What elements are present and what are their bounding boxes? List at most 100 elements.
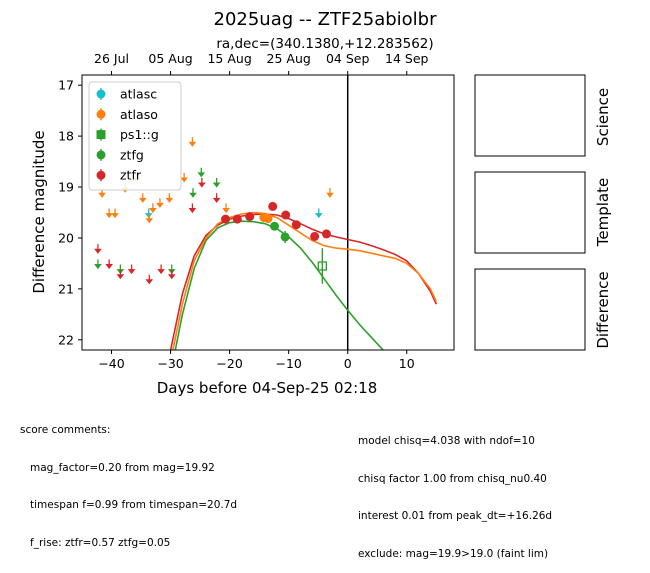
upper-limit-marker (111, 208, 119, 219)
y-tick-label: 21 (58, 281, 74, 296)
data-point (321, 229, 331, 239)
x-tick-label: −40 (98, 356, 124, 371)
legend-label: ztfr (120, 168, 142, 183)
y-tick-label: 20 (58, 230, 74, 245)
top-tick-label: 15 Aug (207, 51, 251, 66)
plot-area: −40 −30 −20 −10 0 10 17 18 19 20 21 22 26 Jul 05 Aug 1… (58, 51, 438, 371)
legend-marker (96, 170, 106, 180)
x-tick-label: 10 (399, 356, 415, 371)
y-tick-label: 17 (58, 78, 74, 93)
upper-limit-marker (156, 198, 164, 208)
upper-limit-marker (94, 244, 102, 254)
legend-item: atlasc (96, 87, 157, 102)
legend-marker (96, 130, 106, 140)
data-point (310, 231, 320, 241)
y-tick-label: 19 (58, 180, 74, 195)
upper-limit-marker (189, 188, 197, 198)
upper-limit-marker (314, 208, 323, 219)
side-panel-difference: Difference (474, 268, 612, 351)
legend-box (88, 81, 182, 191)
x-tick-label: −30 (157, 356, 183, 371)
upper-limit-head (156, 202, 164, 208)
upper-limit-marker (198, 177, 206, 188)
legend-item: atlaso (96, 107, 158, 122)
data-point (220, 214, 230, 224)
upper-limit-marker (197, 167, 206, 178)
plot-clipped (94, 75, 438, 350)
upper-limit-head (326, 192, 334, 198)
upper-limit-marker (222, 203, 230, 214)
data-point (291, 220, 301, 230)
legend-item: ztfg (96, 147, 144, 162)
comment-line: chisq factor 1.00 from chisq_nu0.40 (358, 472, 547, 485)
upper-limit-marker (212, 177, 221, 188)
upper-limit-head (116, 274, 125, 280)
data-point (263, 214, 273, 224)
upper-limit-head (197, 172, 206, 178)
data-point (232, 214, 242, 224)
top-tick-label: 05 Aug (148, 51, 192, 66)
y-tick-label: 18 (58, 129, 74, 144)
data-point (245, 212, 255, 222)
upper-limit-marker (157, 264, 165, 275)
upper-limit-marker (188, 137, 197, 147)
x-axis-label: Days before 04-Sep-25 02:18 (157, 379, 378, 397)
legend-marker (96, 89, 106, 99)
upper-limit-head (145, 279, 154, 285)
upper-limit-head (105, 264, 113, 270)
upper-limit-marker (180, 172, 188, 183)
upper-limit-marker (165, 193, 174, 203)
template-panel (474, 171, 586, 254)
model-comments: model chisq=4.038 with ndof=10 chisq fac… (358, 410, 552, 573)
upper-limit-head (139, 197, 147, 203)
upper-limit-head (222, 208, 230, 214)
upper-limit-marker (139, 193, 147, 203)
upper-limit-head (188, 208, 197, 214)
x-tick-label: −10 (275, 356, 301, 371)
upper-limit-head (212, 197, 221, 203)
upper-limit-head (314, 213, 323, 219)
upper-limit-head (212, 182, 221, 188)
upper-limit-head (165, 197, 174, 203)
data-point (281, 210, 291, 220)
side-panel-science: Science (474, 74, 612, 157)
legend-label: ps1::g (120, 127, 159, 142)
plot-frame (81, 74, 455, 351)
upper-limit-head (145, 218, 154, 224)
upper-limit-marker (145, 213, 154, 224)
upper-limit-marker (105, 208, 113, 219)
upper-limit-head (157, 269, 165, 275)
upper-limit-marker (145, 274, 154, 285)
legend-item: ps1::g (96, 127, 159, 142)
y-axis-label: Difference magnitude (30, 130, 48, 293)
legend-label: ztfg (120, 147, 144, 162)
comment-line: f_rise: ztfr=0.57 ztfg=0.05 (20, 536, 171, 549)
comment-line: interest 0.01 from peak_dt=+16.26d (358, 510, 553, 522)
legend-marker (96, 109, 106, 119)
y-tick-label: 22 (58, 332, 74, 347)
difference-label: Difference (594, 271, 612, 348)
upper-limit-marker (127, 264, 136, 275)
legend-marker (96, 150, 106, 160)
top-tick-label: 04 Sep (326, 51, 370, 66)
data-point (269, 221, 279, 231)
top-tick-label: 25 Aug (267, 51, 311, 66)
x-tick-label: 0 (344, 356, 352, 371)
upper-limit-marker (116, 269, 125, 280)
upper-limit-marker (188, 203, 197, 214)
upper-limit-head (180, 177, 188, 183)
legend-item: ztfr (96, 168, 142, 183)
comment-line: mag_factor=0.20 from mag=19.92 (20, 461, 215, 474)
comment-line: timespan f=0.99 from timespan=20.7d (20, 499, 238, 511)
upper-limit-head (127, 269, 136, 275)
science-label: Science (594, 88, 612, 146)
comment-line: score comments: (20, 424, 111, 436)
data-point (280, 232, 290, 242)
template-label: Template (594, 178, 612, 247)
upper-limit-head (111, 213, 119, 219)
chart-title: 2025uag -- ZTF25abiolbr (214, 9, 438, 30)
chart-subtitle: ra,dec=(340.1380,+12.283562) (216, 36, 433, 52)
upper-limit-marker (326, 188, 334, 198)
upper-limit-marker (94, 259, 102, 270)
